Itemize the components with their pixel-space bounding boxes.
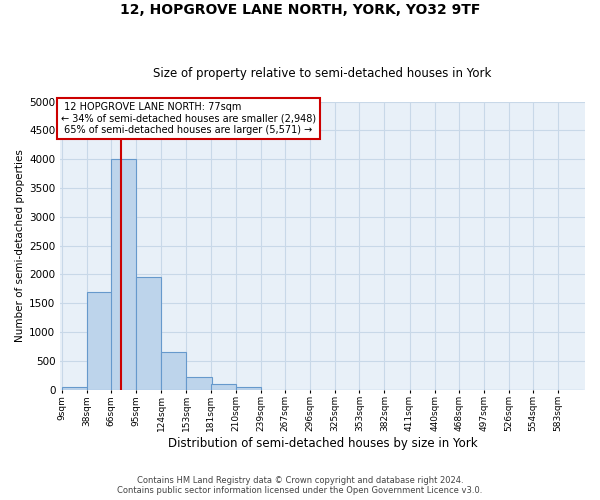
Bar	[161, 352, 187, 390]
Bar	[236, 386, 261, 390]
Text: 12 HOPGROVE LANE NORTH: 77sqm
← 34% of semi-detached houses are smaller (2,948)
: 12 HOPGROVE LANE NORTH: 77sqm ← 34% of s…	[61, 102, 316, 134]
Y-axis label: Number of semi-detached properties: Number of semi-detached properties	[15, 149, 25, 342]
Title: Size of property relative to semi-detached houses in York: Size of property relative to semi-detach…	[154, 66, 492, 80]
Bar	[87, 292, 112, 390]
Bar	[187, 377, 212, 390]
Text: Contains HM Land Registry data © Crown copyright and database right 2024.
Contai: Contains HM Land Registry data © Crown c…	[118, 476, 482, 495]
Bar	[111, 159, 136, 390]
Text: 12, HOPGROVE LANE NORTH, YORK, YO32 9TF: 12, HOPGROVE LANE NORTH, YORK, YO32 9TF	[120, 2, 480, 16]
Bar	[62, 386, 87, 390]
X-axis label: Distribution of semi-detached houses by size in York: Distribution of semi-detached houses by …	[168, 437, 478, 450]
Bar	[136, 277, 161, 390]
Bar	[211, 384, 236, 390]
